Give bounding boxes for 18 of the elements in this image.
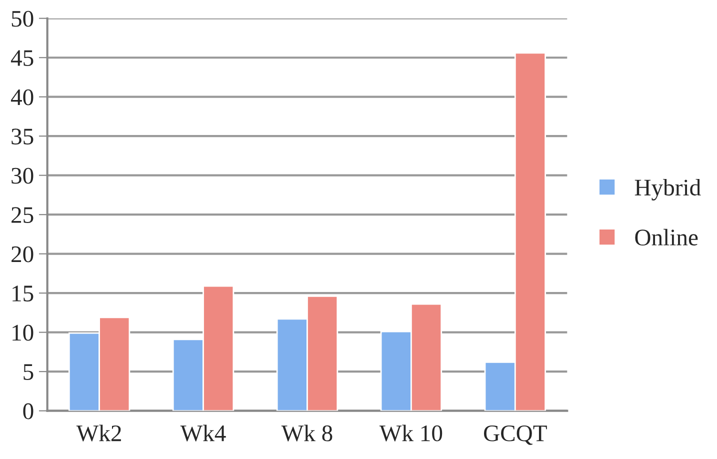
x-tick-label: Wk2 (76, 424, 121, 442)
y-tick-label: 25 (12, 207, 34, 224)
y-tick-label: 50 (12, 10, 34, 27)
y-tick-label: 10 (12, 324, 34, 341)
y-tick-label: 20 (12, 246, 34, 262)
x-tick-label: Wk4 (180, 424, 226, 442)
y-tick-label: 40 (10, 89, 34, 106)
y-tick-label: 0 (23, 403, 34, 420)
y-tick-label: 5 (24, 364, 34, 380)
x-tick-label: Wk 10 (379, 424, 442, 442)
y-tick-label: 15 (12, 286, 34, 302)
legend-label: Online (635, 228, 698, 246)
legend-label: Hybrid (634, 178, 701, 200)
x-tick-label: GCQT (484, 425, 547, 445)
y-tick-label: 35 (12, 128, 34, 145)
y-tick-label: 30 (12, 168, 34, 184)
x-tick-label: Wk 8 (281, 424, 332, 442)
y-tick-label: 45 (10, 50, 34, 66)
